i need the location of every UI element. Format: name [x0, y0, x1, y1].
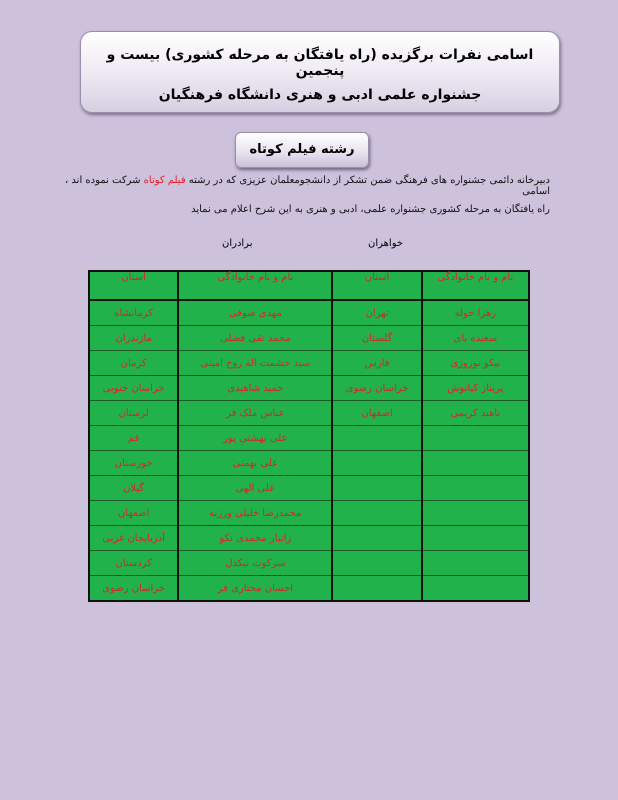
sister-name: پریناز کیانوش	[420, 375, 530, 401]
table-row: زانیار محمدی نکو آذربایجان غربی	[88, 525, 530, 551]
sister-province	[331, 575, 423, 602]
brother-province: گیلان	[88, 475, 179, 501]
intro-text-end: شرکت نموده اند ، اسامی	[65, 175, 550, 197]
brother-name: زانیار محمدی نکو	[177, 525, 333, 551]
header-sister-province: استان	[331, 270, 423, 301]
brother-province: مازندران	[88, 325, 179, 351]
brother-province: آذربایجان غربی	[88, 525, 179, 551]
sister-name: زهرا حوله	[420, 299, 530, 326]
brother-name: مهدی صوفی	[177, 299, 333, 326]
brother-name: احسان مختاری فر	[177, 575, 333, 602]
sister-name	[420, 550, 530, 576]
table-row: زهرا حوله تهران مهدی صوفی کرمانشاه	[88, 299, 530, 326]
brother-province: لرستان	[88, 400, 179, 426]
brother-name: محمدرضا خلیلی ورزنه	[177, 500, 333, 526]
brother-name: حمید شاهیدی	[177, 375, 333, 401]
winners-table: نام و نام خانوادگی استان نام و نام خانوادگ…	[88, 270, 530, 602]
table-row: احسان مختاری فر خراسان رضوی	[88, 575, 530, 602]
sister-province	[331, 525, 423, 551]
brother-name: علی بهشتی پور	[177, 425, 333, 451]
title-line-1: اسامی نفرات برگزیده (راه یافتگان به مرحل…	[106, 47, 534, 79]
brother-province: خراسان جنوبی	[88, 375, 179, 401]
brother-province: خراسان رضوی	[88, 575, 179, 602]
brother-name: سید حشمت اله روح امینی	[177, 350, 333, 376]
table-row: علی بهمنی خوزستان	[88, 450, 530, 476]
table-row: علی بهشتی پور قم	[88, 425, 530, 451]
title-line-2: جشنواره علمی ادبی و هنری دانشگاه فرهنگیا…	[158, 87, 482, 103]
brother-province: اصفهان	[88, 500, 179, 526]
brother-province: کرمانشاه	[88, 299, 179, 326]
sister-province	[331, 450, 423, 476]
brother-name: علی بهمنی	[177, 450, 333, 476]
header-brother-province: استان	[88, 270, 179, 301]
title-box: اسامی نفرات برگزیده (راه یافتگان به مرحل…	[80, 31, 560, 113]
sister-province	[331, 475, 423, 501]
sister-province	[331, 500, 423, 526]
table-row: سرکوت نیکدل کردستان	[88, 550, 530, 576]
header-brother-name: نام و نام خانوادگی	[177, 270, 333, 301]
brother-province: خوزستان	[88, 450, 179, 476]
intro-line-1: دبیرخانه دائمی جشنواره های فرهنگی ضمن تش…	[60, 175, 550, 197]
sister-name	[420, 525, 530, 551]
header-sister-name: نام و نام خانوادگی	[420, 270, 530, 301]
sister-province: فارس	[331, 350, 423, 376]
sister-province	[331, 550, 423, 576]
brother-province: کردستان	[88, 550, 179, 576]
brother-name: محمد تقی فضلی	[177, 325, 333, 351]
brother-name: سرکوت نیکدل	[177, 550, 333, 576]
sister-name	[420, 575, 530, 602]
sister-name: سعیده بای	[420, 325, 530, 351]
table-row: ناهید کریمی اصفهان عباس ملک فر لرستان	[88, 400, 530, 426]
table-row: پریناز کیانوش خراسان رضوی حمید شاهیدی خراسا…	[88, 375, 530, 401]
brother-name: عباس ملک فر	[177, 400, 333, 426]
table-row: سعیده بای گلستان محمد تقی فضلی مازندران	[88, 325, 530, 351]
intro-line-2: راه یافتگان به مرحله کشوری جشنواره علمی،…	[191, 204, 550, 215]
sister-province: خراسان رضوی	[331, 375, 423, 401]
sister-name	[420, 500, 530, 526]
intro-text: دبیرخانه دائمی جشنواره های فرهنگی ضمن تش…	[185, 175, 550, 186]
sister-name	[420, 450, 530, 476]
intro-highlight: فیلم کوتاه	[143, 175, 186, 186]
section-heading: رشته فیلم کوتاه	[235, 132, 369, 168]
sister-name: نیکو نوروزی	[420, 350, 530, 376]
brothers-label: برادران	[222, 238, 253, 249]
sister-province	[331, 425, 423, 451]
sister-province: اصفهان	[331, 400, 423, 426]
sisters-label: خواهران	[368, 238, 404, 249]
sister-province: تهران	[331, 299, 423, 326]
sister-name	[420, 425, 530, 451]
brother-name: علی الهی	[177, 475, 333, 501]
sister-name: ناهید کریمی	[420, 400, 530, 426]
table-row: علی الهی گیلان	[88, 475, 530, 501]
table-row: نیکو نوروزی فارس سید حشمت اله روح امینی کرم…	[88, 350, 530, 376]
brother-province: قم	[88, 425, 179, 451]
table-row: محمدرضا خلیلی ورزنه اصفهان	[88, 500, 530, 526]
brother-province: کرمان	[88, 350, 179, 376]
sister-name	[420, 475, 530, 501]
sister-province: گلستان	[331, 325, 423, 351]
table-header-row: نام و نام خانوادگی استان نام و نام خانوادگ…	[88, 270, 530, 301]
